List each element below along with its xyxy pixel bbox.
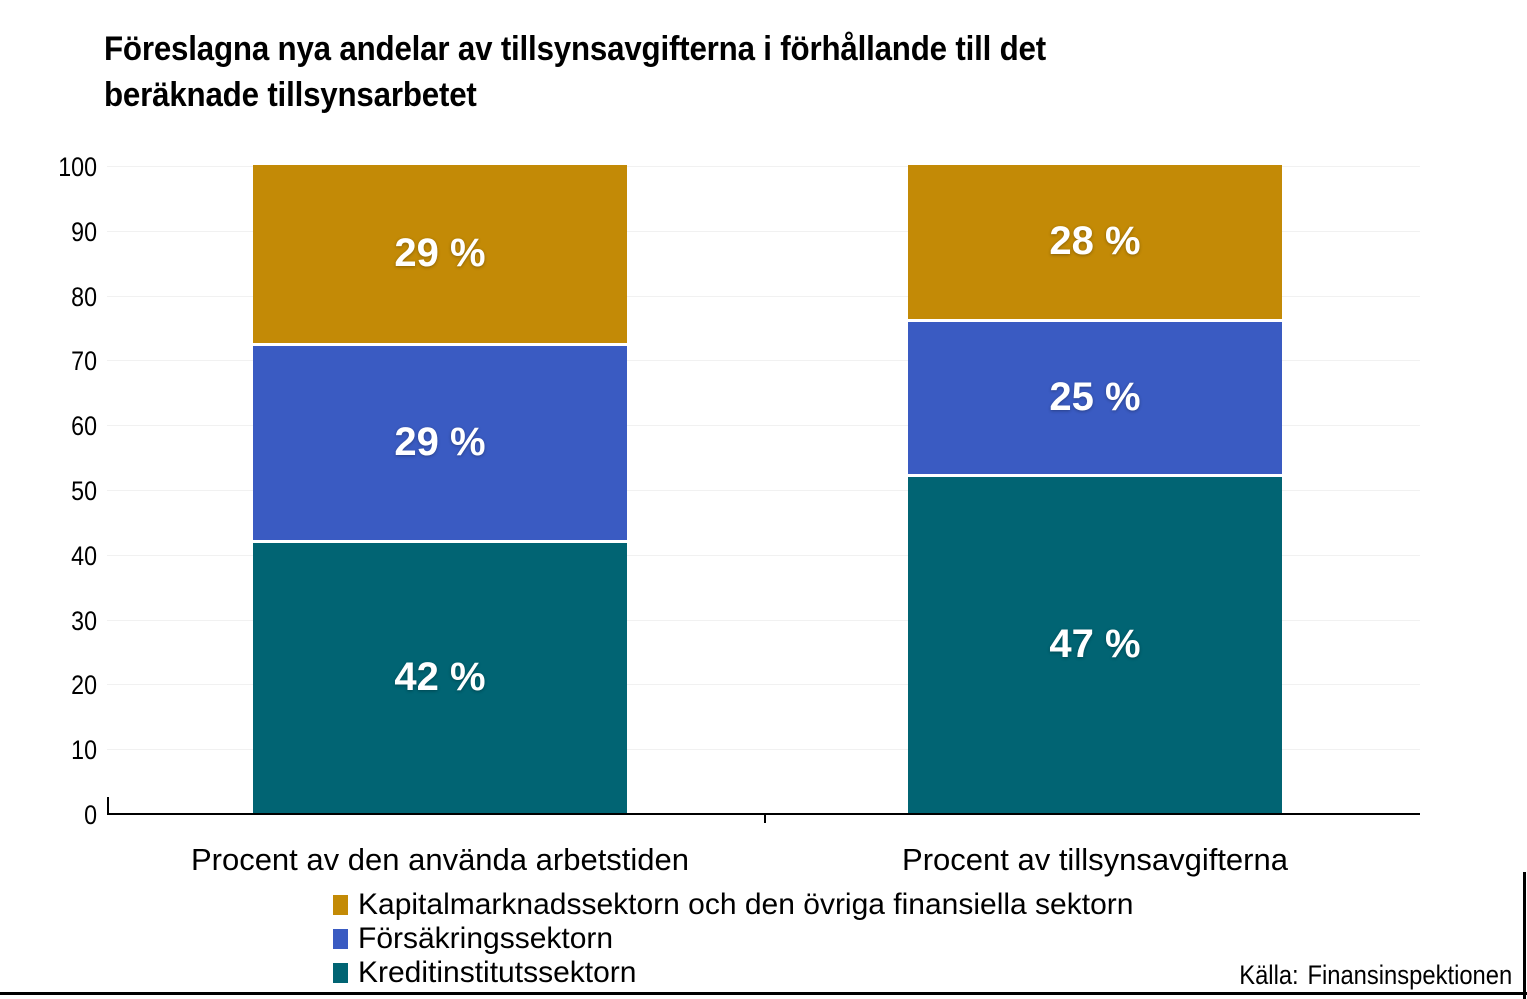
bar-segment-försäkringssektorn: 25 % <box>908 321 1282 477</box>
legend: Kapitalmarknadssektorn och den övriga fi… <box>333 888 1133 990</box>
chart-title-line-2: beräknade tillsynsarbetet <box>104 76 477 114</box>
legend-item: Försäkringssektorn <box>333 922 1133 956</box>
gridline <box>107 230 1420 232</box>
bar-segment-kapitalmarknadssektorn: 29 % <box>253 165 627 346</box>
bar-segment-kapitalmarknadssektorn: 28 % <box>908 165 1282 322</box>
legend-color-swatch-icon <box>333 963 348 983</box>
category-label: Procent av den använda arbetstiden <box>190 842 690 877</box>
gridline <box>107 295 1420 297</box>
y-axis-tick-label: 90 <box>71 216 97 247</box>
gridline <box>107 490 1420 491</box>
page-bottom-border <box>0 992 1527 995</box>
gridline <box>107 749 1420 751</box>
y-axis-stub <box>107 797 109 815</box>
chart-title-line-1: Föreslagna nya andelar av tillsynsavgift… <box>104 30 1047 68</box>
page-right-border <box>1523 872 1526 999</box>
bar-segment-kreditinstitutssektorn: 47 % <box>908 476 1282 813</box>
segment-data-label: 29 % <box>394 420 486 465</box>
legend-label: Kapitalmarknadssektorn och den övriga fi… <box>358 888 1134 921</box>
category-label: Procent av tillsynsavgifterna <box>902 842 1288 877</box>
y-axis-tick-label: 60 <box>71 411 97 442</box>
segment-data-label: 25 % <box>1049 375 1141 420</box>
y-axis-tick-label: 100 <box>58 152 97 182</box>
legend-item: Kreditinstitutssektorn <box>333 956 1133 990</box>
source-value: Finansinspektionen <box>1307 960 1512 990</box>
gridline <box>107 360 1420 362</box>
legend-label: Försäkringssektorn <box>358 922 614 955</box>
legend-color-swatch-icon <box>333 929 348 949</box>
y-axis-tick-label: 30 <box>71 605 97 636</box>
gridline <box>107 619 1420 621</box>
gridline <box>107 425 1420 427</box>
source-label: Källa: <box>1239 960 1299 990</box>
category-separator-tick <box>764 813 766 823</box>
segment-data-label: 42 % <box>394 655 486 700</box>
bar-segment-försäkringssektorn: 29 % <box>253 345 627 543</box>
y-axis-tick-label: 40 <box>71 540 97 571</box>
y-axis-tick-label: 70 <box>71 346 97 377</box>
gridline <box>107 166 1420 167</box>
source-note: Källa: Finansinspektionen <box>1239 959 1512 991</box>
chart-title: Föreslagna nya andelar av tillsynsavgift… <box>104 26 1355 118</box>
legend-label: Kreditinstitutssektorn <box>358 956 637 989</box>
x-axis-line <box>107 813 1420 815</box>
legend-color-swatch-icon <box>333 895 348 915</box>
y-axis-tick-label: 80 <box>71 281 97 312</box>
segment-data-label: 28 % <box>1049 219 1141 264</box>
y-axis-tick-label: 20 <box>71 670 97 701</box>
gridline <box>107 684 1420 686</box>
gridline <box>107 554 1420 556</box>
segment-data-label: 47 % <box>1049 622 1141 667</box>
bar-segment-kreditinstitutssektorn: 42 % <box>253 542 627 813</box>
y-axis-tick-label: 50 <box>71 476 97 506</box>
segment-data-label: 29 % <box>394 231 486 276</box>
y-axis-tick-label: 10 <box>71 735 97 766</box>
legend-item: Kapitalmarknadssektorn och den övriga fi… <box>333 888 1133 922</box>
y-axis-tick-label: 0 <box>84 800 97 830</box>
